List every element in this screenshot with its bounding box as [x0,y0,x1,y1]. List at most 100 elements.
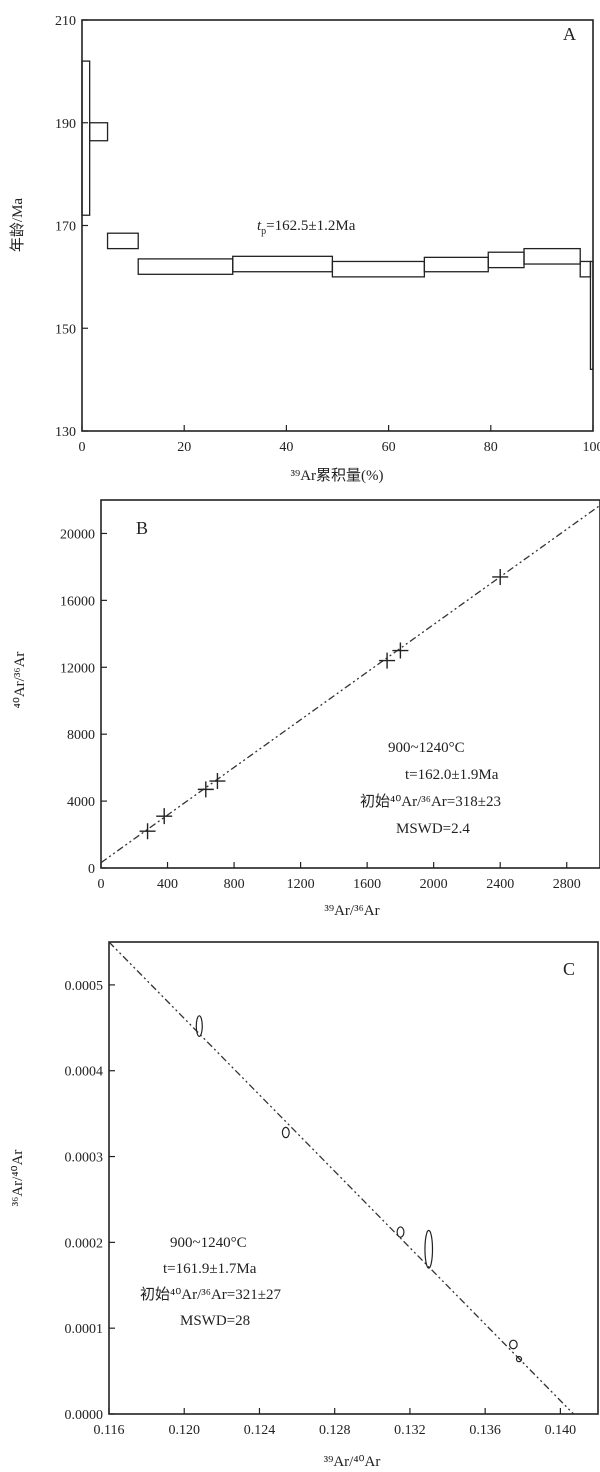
plateau-step-box [331,260,426,278]
panel-c-y-tick-label: 0.0000 [65,1408,104,1423]
panel-b-anno-initial: 初始⁴⁰Ar/³⁶Ar=318±23 [360,793,501,810]
panel-b-y-tick-label: 20000 [60,527,95,542]
panel-a-x-tick-label: 0 [79,440,86,455]
panel-a-x-ticks: 0 20 40 60 80 100 [79,425,600,455]
panel-c-anno-temp: 900~1240°C [170,1235,247,1251]
panel-c-x-tick-label: 0.136 [469,1423,501,1438]
panel-c-x-tick-label: 0.132 [394,1423,426,1438]
panel-a-anno-t: t [257,218,262,234]
isochron-point-cross [156,808,173,825]
isochron-point-cross [197,781,214,798]
panel-b-x-tick-label: 400 [157,877,178,892]
panel-c-anno-age: t=161.9±1.7Ma [163,1261,257,1277]
panel-b: 0 400 800 1200 1600 2000 2400 2800 0 4000 8000 120… [12,499,600,919]
panel-a-x-tick-label: 80 [484,440,498,455]
panel-b-x-ticks: 0 400 800 1200 1600 2000 2400 2800 [98,862,581,892]
panel-c-x-tick-label: 0.140 [545,1423,577,1438]
panel-b-points [139,568,509,840]
panel-b-x-tick-label: 2400 [486,877,514,892]
panel-b-letter: B [136,518,148,538]
panel-b-anno-temp: 900~1240°C [388,740,465,756]
panel-a: 0 20 40 60 80 100 130 150 170 190 210 A tp=162.5±… [9,14,600,484]
panel-b-y-ticks: 0 4000 8000 12000 16000 20000 [60,527,107,877]
panel-a-y-title: 年龄/Ma [9,198,26,253]
isochron-point-cross [139,823,156,840]
isochron-point-cross [492,568,509,585]
panel-b-anno-mswd: MSWD=2.4 [396,821,470,837]
plateau-step-box [589,260,594,370]
panel-a-x-tick-label: 60 [382,440,396,455]
panel-c-fit-line [108,941,575,1415]
panel-b-x-tick-label: 1200 [287,877,315,892]
panel-a-y-ticks: 130 150 170 190 210 [55,14,88,440]
plateau-step-box [423,256,489,273]
panel-a-y-tick-label: 130 [55,425,76,440]
panel-a-y-tick-label: 210 [55,14,76,29]
panel-a-plateau-annotation: tp=162.5±1.2Ma [257,218,356,237]
panel-b-x-tick-label: 2800 [553,877,581,892]
panel-a-y-tick-label: 190 [55,117,76,132]
panel-c-x-ticks: 0.116 0.120 0.124 0.128 0.132 0.136 0.140 [94,1408,577,1438]
inverse-isochron-error-ellipse [515,1355,523,1363]
panel-b-x-title: ³⁹Ar/³⁶Ar [324,903,379,919]
plateau-step-box [523,247,581,265]
inverse-isochron-error-ellipse [509,1339,518,1350]
panel-b-y-tick-label: 0 [88,862,95,877]
inverse-isochron-error-ellipse [281,1126,290,1139]
panel-a-y-tick-label: 150 [55,322,76,337]
panel-a-anno-sub: p [261,226,266,237]
panel-a-y-tick-label: 170 [55,220,76,235]
panel-b-y-tick-label: 12000 [60,661,95,676]
panel-b-x-tick-label: 0 [98,877,105,892]
panel-a-anno-rest: =162.5±1.2Ma [266,218,356,234]
panel-b-y-title: ⁴⁰Ar/³⁶Ar [12,652,28,709]
plateau-step-box [106,232,139,250]
panel-a-x-tick-label: 20 [177,440,191,455]
panel-b-x-tick-label: 1600 [353,877,381,892]
panel-c-anno-mswd: MSWD=28 [180,1313,250,1329]
inverse-isochron-error-ellipse [396,1226,405,1238]
panel-a-x-title: ³⁹Ar累积量(%) [290,467,383,484]
panel-b-frame [100,499,600,869]
panel-c-letter: C [563,959,575,979]
panel-c-y-tick-label: 0.0002 [65,1236,104,1251]
panel-c-anno-initial: 初始⁴⁰Ar/³⁶Ar=321±27 [140,1286,281,1303]
panel-c-y-tick-label: 0.0003 [65,1151,104,1166]
panel-c: 0.116 0.120 0.124 0.128 0.132 0.136 0.140 0.00… [10,941,599,1470]
panel-b-y-tick-label: 4000 [67,795,95,810]
plateau-step-box [137,258,234,275]
plateau-step-box [487,251,525,269]
panel-c-y-title: ³⁶Ar/⁴⁰Ar [10,1150,26,1207]
panel-c-y-tick-label: 0.0005 [65,979,104,994]
plateau-step-box [81,60,91,216]
panel-c-y-tick-label: 0.0001 [65,1322,104,1337]
panel-c-points [195,1015,523,1363]
panel-b-fit-line [100,504,600,864]
panel-b-anno-age: t=162.0±1.9Ma [405,767,499,783]
panel-b-y-tick-label: 16000 [60,594,95,609]
plateau-step-box [232,255,334,273]
panel-c-x-tick-label: 0.120 [168,1423,200,1438]
panel-a-steps [81,60,594,370]
isochron-point-cross [379,652,396,669]
inverse-isochron-error-ellipse [195,1015,203,1038]
panel-a-letter: A [563,24,576,44]
isochron-point-cross [209,773,226,790]
panel-c-x-title: ³⁹Ar/⁴⁰Ar [324,1454,381,1470]
panel-c-y-ticks: 0.0000 0.0001 0.0002 0.0003 0.0004 0.0005 [65,979,115,1423]
panel-c-y-tick-label: 0.0004 [65,1065,104,1080]
isochron-point-cross [392,642,409,659]
panel-b-x-tick-label: 800 [224,877,245,892]
panel-c-x-tick-label: 0.128 [319,1423,351,1438]
panel-a-x-tick-label: 100 [583,440,600,455]
panel-c-x-tick-label: 0.116 [94,1423,125,1438]
plateau-step-box [89,122,109,142]
panel-c-frame [108,941,599,1415]
inverse-isochron-error-ellipse [424,1229,434,1269]
plateau-step-box [579,260,592,278]
panel-c-x-tick-label: 0.124 [244,1423,276,1438]
panel-b-x-tick-label: 2000 [420,877,448,892]
panel-a-x-tick-label: 40 [279,440,293,455]
panel-b-y-tick-label: 8000 [67,728,95,743]
